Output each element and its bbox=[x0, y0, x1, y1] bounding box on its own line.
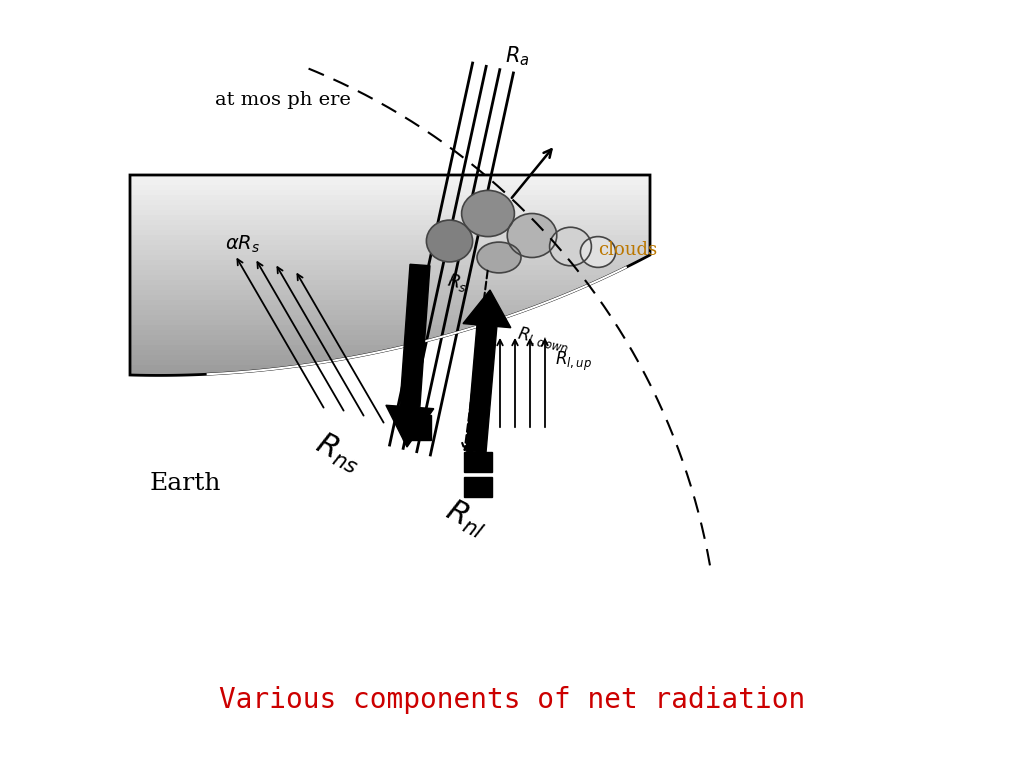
Ellipse shape bbox=[550, 227, 592, 266]
Text: $R_a$: $R_a$ bbox=[505, 44, 529, 68]
Polygon shape bbox=[130, 240, 650, 245]
Bar bbox=[464, 477, 492, 497]
Text: clouds: clouds bbox=[598, 241, 657, 259]
Polygon shape bbox=[130, 245, 650, 250]
Polygon shape bbox=[130, 255, 650, 260]
Polygon shape bbox=[130, 200, 650, 205]
Polygon shape bbox=[130, 305, 650, 310]
Polygon shape bbox=[130, 185, 650, 190]
Polygon shape bbox=[130, 325, 650, 330]
Polygon shape bbox=[130, 315, 650, 320]
Polygon shape bbox=[130, 265, 650, 270]
Polygon shape bbox=[130, 175, 650, 180]
Text: Earth: Earth bbox=[150, 472, 221, 495]
Ellipse shape bbox=[581, 237, 615, 267]
FancyArrow shape bbox=[386, 264, 434, 447]
Ellipse shape bbox=[477, 242, 521, 273]
Text: $R_{nl}$: $R_{nl}$ bbox=[440, 495, 493, 542]
Polygon shape bbox=[130, 345, 650, 350]
Text: $\alpha R_s$: $\alpha R_s$ bbox=[225, 234, 260, 255]
Polygon shape bbox=[130, 195, 650, 200]
Polygon shape bbox=[130, 370, 650, 375]
Polygon shape bbox=[130, 180, 650, 185]
Polygon shape bbox=[130, 300, 650, 305]
Text: $R_{ns}$: $R_{ns}$ bbox=[310, 428, 367, 477]
Polygon shape bbox=[130, 270, 650, 275]
Polygon shape bbox=[130, 330, 650, 335]
Polygon shape bbox=[130, 365, 650, 370]
Polygon shape bbox=[130, 355, 650, 360]
Polygon shape bbox=[130, 210, 650, 215]
Polygon shape bbox=[130, 220, 650, 225]
Polygon shape bbox=[130, 260, 650, 265]
Polygon shape bbox=[130, 175, 650, 376]
Polygon shape bbox=[130, 280, 650, 285]
Polygon shape bbox=[130, 290, 650, 295]
Polygon shape bbox=[130, 235, 650, 240]
FancyArrow shape bbox=[463, 290, 511, 453]
Text: $R_{l,up}$: $R_{l,up}$ bbox=[555, 349, 592, 373]
Polygon shape bbox=[130, 360, 650, 365]
Polygon shape bbox=[130, 190, 650, 195]
Polygon shape bbox=[130, 320, 650, 325]
Polygon shape bbox=[130, 295, 650, 300]
Polygon shape bbox=[130, 215, 650, 220]
Text: $R_{l,down}$: $R_{l,down}$ bbox=[515, 324, 571, 356]
Text: at mos ph ere: at mos ph ere bbox=[215, 91, 351, 109]
Polygon shape bbox=[130, 250, 650, 255]
Polygon shape bbox=[130, 335, 650, 340]
Polygon shape bbox=[130, 285, 650, 290]
Polygon shape bbox=[130, 230, 650, 235]
Polygon shape bbox=[130, 275, 650, 280]
Ellipse shape bbox=[507, 214, 557, 257]
Text: $R_s$: $R_s$ bbox=[445, 271, 470, 295]
Ellipse shape bbox=[462, 190, 514, 237]
Bar bbox=[464, 452, 492, 472]
Polygon shape bbox=[130, 310, 650, 315]
Text: Various components of net radiation: Various components of net radiation bbox=[219, 686, 805, 714]
Polygon shape bbox=[130, 205, 650, 210]
Polygon shape bbox=[130, 225, 650, 230]
Polygon shape bbox=[130, 340, 650, 345]
Bar bbox=[403, 415, 431, 440]
Ellipse shape bbox=[426, 220, 473, 262]
Polygon shape bbox=[130, 350, 650, 355]
